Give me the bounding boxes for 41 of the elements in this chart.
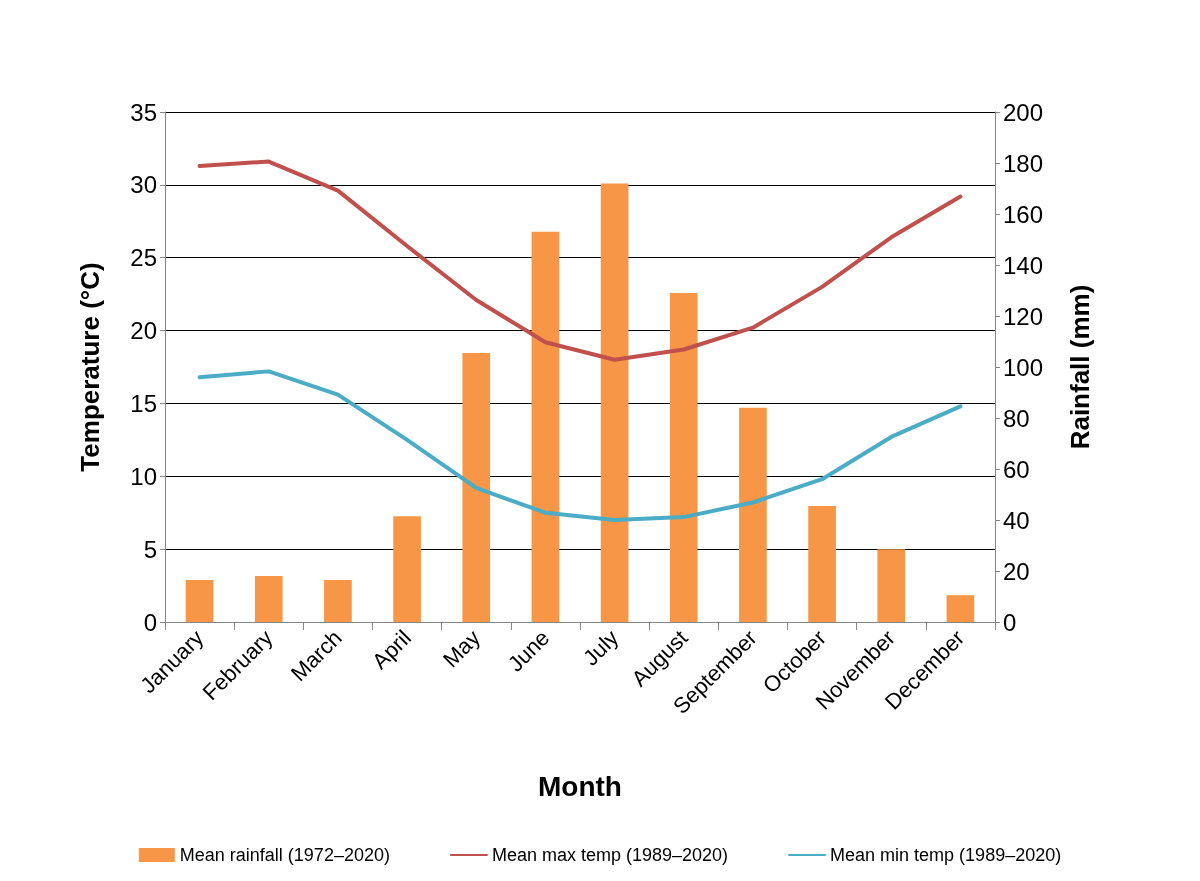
y2-axis-title: Rainfall (mm) bbox=[1065, 284, 1095, 450]
bar bbox=[669, 293, 698, 622]
y2-tick-label: 200 bbox=[1003, 98, 1044, 126]
legend-label: Mean rainfall (1972–2020) bbox=[179, 845, 390, 865]
y2-tick-label: 100 bbox=[1003, 353, 1044, 381]
x-tick-label: July bbox=[578, 625, 624, 671]
y2-tick-label: 40 bbox=[1003, 506, 1030, 534]
y2-tick-label: 160 bbox=[1003, 200, 1044, 228]
x-tick-label: May bbox=[438, 625, 486, 673]
y-tick-label: 30 bbox=[130, 171, 157, 199]
y-tick-label: 25 bbox=[130, 244, 157, 272]
y-tick-label: 35 bbox=[130, 98, 157, 126]
bar bbox=[185, 579, 214, 622]
y2-tick-label: 180 bbox=[1003, 149, 1044, 177]
y2-tick-label: 0 bbox=[1003, 608, 1017, 636]
bar bbox=[946, 595, 975, 622]
bar bbox=[808, 505, 836, 622]
line-series bbox=[197, 159, 963, 362]
y-axis-title: Temperature (°C) bbox=[75, 262, 105, 472]
line-series bbox=[197, 369, 963, 522]
y-tick-label: 10 bbox=[130, 462, 157, 490]
y-tick-label: 15 bbox=[130, 389, 157, 417]
legend-label: Mean max temp (1989–2020) bbox=[491, 845, 729, 865]
y2-tick-label: 140 bbox=[1003, 251, 1044, 279]
y2-tick-label: 20 bbox=[1003, 557, 1030, 585]
legend-label: Mean min temp (1989–2020) bbox=[830, 845, 1062, 865]
bar bbox=[393, 516, 421, 622]
bar bbox=[739, 407, 767, 622]
bar bbox=[462, 352, 491, 622]
y2-tick-label: 120 bbox=[1003, 302, 1044, 330]
y2-tick-label: 80 bbox=[1003, 404, 1030, 432]
y-tick-label: 0 bbox=[143, 608, 157, 636]
bar bbox=[877, 549, 906, 622]
x-axis-title: Month bbox=[538, 770, 622, 802]
y2-tick-label: 60 bbox=[1003, 455, 1030, 483]
y-tick-label: 20 bbox=[130, 317, 157, 345]
y-tick-label: 5 bbox=[143, 535, 157, 563]
bar bbox=[254, 576, 283, 622]
bar bbox=[531, 231, 560, 622]
bar bbox=[600, 183, 629, 622]
bar bbox=[324, 579, 352, 622]
